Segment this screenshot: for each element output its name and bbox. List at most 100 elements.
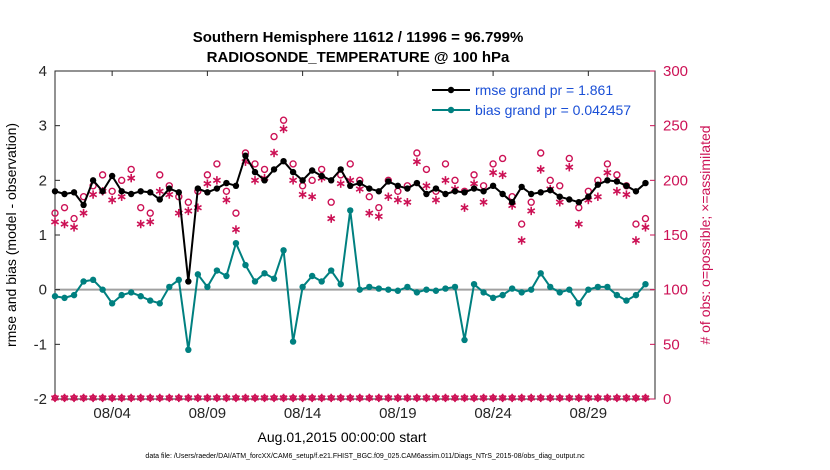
- bias-point: [585, 286, 592, 293]
- obs-assimilated-bottom-point-stroke: [441, 395, 450, 401]
- rmse-point: [527, 190, 535, 198]
- rmse-point: [508, 199, 516, 206]
- obs-assimilated-bottom-point: [70, 393, 79, 403]
- obs-possible-point: [556, 182, 564, 190]
- rmse-point: [461, 189, 468, 196]
- x-tick-label: 08/14: [284, 405, 322, 422]
- rmse-point: [518, 183, 525, 191]
- x-axis-label: Aug.01,2015 00:00:00 start: [258, 429, 427, 445]
- rmse-point: [613, 178, 621, 185]
- obs-assimilated-point: [203, 179, 212, 188]
- obs-assimilated-point: [279, 124, 288, 134]
- obs-possible-point: [117, 176, 126, 185]
- bias-point: [375, 285, 383, 292]
- obs-assimilated-point-stroke: [479, 199, 488, 205]
- obs-possible-point: [317, 165, 326, 174]
- rmse-point: [127, 190, 135, 198]
- obs-assimilated-bottom-point: [489, 393, 498, 403]
- obs-assimilated-point: [431, 195, 440, 205]
- obs-assimilated-bottom-point: [603, 393, 612, 403]
- bias-point: [223, 272, 230, 280]
- rmse-point: [366, 185, 373, 192]
- obs-assimilated-point-stroke: [203, 180, 212, 187]
- bias-point: [108, 300, 116, 307]
- obs-assimilated-bottom-point-stroke: [622, 395, 631, 401]
- obs-assimilated-point-stroke: [289, 177, 298, 184]
- obs-assimilated-bottom-point: [479, 393, 488, 403]
- obs-assimilated-point: [108, 195, 117, 205]
- bias-point: [566, 286, 573, 293]
- rmse-point: [80, 201, 87, 209]
- obs-possible-point: [327, 198, 335, 206]
- y2-tick-label: 0: [663, 391, 671, 408]
- obs-possible-point: [98, 171, 107, 179]
- obs-assimilated-point-stroke: [298, 191, 307, 198]
- obs-assimilated-bottom-point-stroke: [384, 395, 393, 401]
- obs-assimilated-bottom-point-stroke: [431, 395, 440, 401]
- obs-assimilated-point-stroke: [50, 219, 60, 225]
- obs-possible-point: [146, 209, 154, 217]
- obs-assimilated-point: [612, 187, 621, 196]
- bias-point: [404, 283, 411, 291]
- bias-point: [127, 289, 135, 296]
- obs-assimilated-point: [289, 176, 298, 185]
- obs-assimilated-bottom-point: [622, 393, 631, 403]
- obs-assimilated-point-stroke: [641, 224, 650, 231]
- obs-assimilated-point: [222, 195, 231, 205]
- bias-point: [289, 338, 297, 345]
- obs-possible-point: [137, 203, 145, 212]
- obs-assimilated-point: [308, 192, 317, 201]
- obs-possible-point: [498, 154, 507, 163]
- obs-assimilated-point: [460, 203, 469, 212]
- bias-point: [575, 300, 583, 307]
- bias-point: [118, 291, 125, 299]
- obs-assimilated-bottom-point: [536, 393, 545, 403]
- rmse-point: [632, 188, 640, 195]
- bias-point: [89, 276, 97, 284]
- obs-assimilated-bottom-point: [374, 393, 383, 403]
- obs-assimilated-bottom-point: [260, 393, 269, 403]
- obs-assimilated-bottom-point: [631, 393, 640, 403]
- bias-point: [327, 267, 335, 274]
- bias-point: [175, 276, 183, 284]
- bias-point: [99, 286, 106, 293]
- y-tick-label: 0: [39, 282, 47, 299]
- bias-point: [499, 291, 506, 299]
- obs-possible-point: [127, 165, 135, 174]
- obs-assimilated-point-stroke: [431, 197, 440, 203]
- obs-assimilated-bottom-point: [212, 393, 221, 403]
- obs-possible-point: [565, 154, 573, 163]
- y2-tick-label: 300: [663, 63, 688, 80]
- obs-assimilated-point: [641, 223, 650, 232]
- obs-assimilated-bottom-point: [336, 393, 345, 403]
- obs-assimilated-bottom-point-stroke: [184, 395, 193, 401]
- rmse-point: [327, 177, 335, 184]
- obs-assimilated-point: [212, 176, 221, 185]
- obs-possible-point: [603, 160, 612, 168]
- chart-subtitle: RADIOSONDE_TEMPERATURE @ 100 hPa: [207, 49, 510, 66]
- bias-point: [442, 285, 449, 292]
- obs-assimilated-bottom-point-stroke: [231, 395, 240, 401]
- footnote: data file: /Users/raeder/DAI/ATM_forcXX/…: [145, 453, 585, 460]
- obs-assimilated-bottom-point: [60, 393, 69, 403]
- obs-possible-point: [441, 160, 450, 168]
- legend-rmse-marker: [447, 86, 455, 94]
- rmse-point: [156, 196, 163, 203]
- rmse-point: [175, 189, 183, 196]
- obs-possible-point: [489, 160, 497, 168]
- obs-assimilated-point-stroke: [136, 221, 145, 227]
- obs-assimilated-point: [146, 217, 155, 227]
- obs-assimilated-bottom-point: [155, 393, 164, 403]
- obs-assimilated-bottom-point-stroke: [336, 395, 345, 401]
- bias-point: [261, 270, 268, 277]
- bias-point: [642, 281, 649, 288]
- obs-assimilated-point-stroke: [165, 191, 174, 198]
- rmse-point: [289, 168, 297, 176]
- obs-possible-point: [279, 116, 288, 124]
- bias-point: [204, 283, 211, 291]
- rmse-series: [51, 152, 649, 285]
- y-tick-label: -1: [34, 336, 47, 353]
- obs-assimilated-bottom-point: [222, 393, 231, 403]
- obs-assimilated-bottom-point: [460, 393, 469, 403]
- rmse-point: [204, 189, 211, 196]
